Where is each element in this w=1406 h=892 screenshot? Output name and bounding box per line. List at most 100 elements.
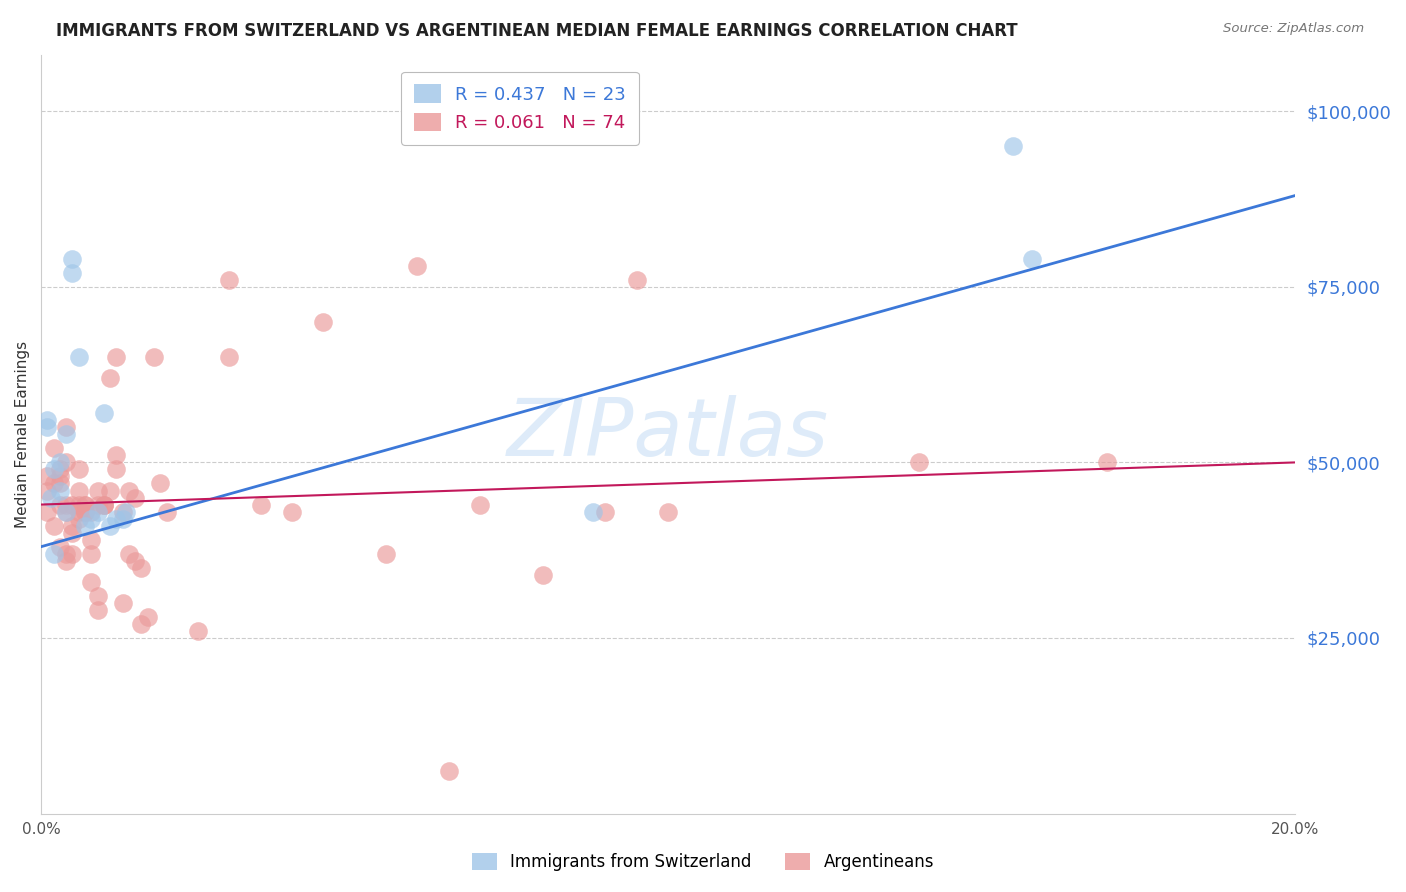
Point bbox=[105, 350, 128, 364]
Point bbox=[218, 273, 240, 287]
Point bbox=[86, 483, 108, 498]
Point bbox=[42, 462, 65, 476]
Point bbox=[93, 406, 115, 420]
Point bbox=[62, 252, 84, 266]
Point bbox=[86, 603, 108, 617]
Point bbox=[281, 505, 304, 519]
Point bbox=[118, 547, 141, 561]
Point bbox=[67, 350, 90, 364]
Point bbox=[73, 498, 96, 512]
Point bbox=[37, 505, 59, 519]
Point bbox=[55, 455, 77, 469]
Point bbox=[131, 616, 153, 631]
Point bbox=[67, 483, 90, 498]
Point bbox=[80, 505, 103, 519]
Point bbox=[55, 505, 77, 519]
Y-axis label: Median Female Earnings: Median Female Earnings bbox=[15, 341, 30, 528]
Point bbox=[98, 371, 121, 385]
Point bbox=[42, 442, 65, 456]
Point bbox=[55, 427, 77, 442]
Point bbox=[468, 498, 491, 512]
Point bbox=[437, 764, 460, 779]
Point bbox=[49, 476, 72, 491]
Point bbox=[582, 505, 605, 519]
Point bbox=[73, 518, 96, 533]
Point bbox=[155, 505, 177, 519]
Point bbox=[37, 413, 59, 427]
Point bbox=[105, 511, 128, 525]
Point bbox=[80, 547, 103, 561]
Point bbox=[42, 518, 65, 533]
Point bbox=[37, 469, 59, 483]
Point bbox=[80, 533, 103, 547]
Point bbox=[62, 498, 84, 512]
Point bbox=[49, 462, 72, 476]
Point bbox=[86, 589, 108, 603]
Point bbox=[62, 525, 84, 540]
Point bbox=[42, 547, 65, 561]
Point bbox=[531, 567, 554, 582]
Point bbox=[93, 498, 115, 512]
Point bbox=[49, 469, 72, 483]
Point bbox=[62, 266, 84, 280]
Point bbox=[312, 315, 335, 329]
Point bbox=[55, 505, 77, 519]
Point bbox=[1095, 455, 1118, 469]
Legend: Immigrants from Switzerland, Argentineans: Immigrants from Switzerland, Argentinean… bbox=[464, 845, 942, 880]
Point bbox=[98, 483, 121, 498]
Legend: R = 0.437   N = 23, R = 0.061   N = 74: R = 0.437 N = 23, R = 0.061 N = 74 bbox=[401, 71, 638, 145]
Point bbox=[93, 498, 115, 512]
Point bbox=[49, 498, 72, 512]
Point bbox=[86, 505, 108, 519]
Point bbox=[131, 560, 153, 574]
Point bbox=[124, 554, 146, 568]
Point bbox=[187, 624, 209, 638]
Point bbox=[114, 505, 136, 519]
Point bbox=[657, 505, 679, 519]
Point bbox=[111, 511, 134, 525]
Point bbox=[105, 449, 128, 463]
Point bbox=[80, 574, 103, 589]
Point bbox=[105, 462, 128, 476]
Text: ZIPatlas: ZIPatlas bbox=[508, 395, 830, 474]
Point bbox=[80, 511, 103, 525]
Point bbox=[49, 540, 72, 554]
Point bbox=[93, 498, 115, 512]
Point bbox=[62, 518, 84, 533]
Point bbox=[67, 505, 90, 519]
Text: Source: ZipAtlas.com: Source: ZipAtlas.com bbox=[1223, 22, 1364, 36]
Point bbox=[218, 350, 240, 364]
Point bbox=[908, 455, 931, 469]
Point bbox=[73, 505, 96, 519]
Point bbox=[67, 498, 90, 512]
Point bbox=[55, 554, 77, 568]
Point bbox=[62, 547, 84, 561]
Point bbox=[118, 483, 141, 498]
Point bbox=[111, 596, 134, 610]
Point bbox=[73, 498, 96, 512]
Point bbox=[39, 491, 62, 505]
Point bbox=[42, 476, 65, 491]
Point bbox=[67, 462, 90, 476]
Point bbox=[55, 420, 77, 434]
Point bbox=[406, 259, 429, 273]
Point bbox=[73, 505, 96, 519]
Point bbox=[1021, 252, 1043, 266]
Point bbox=[136, 610, 159, 624]
Point bbox=[37, 420, 59, 434]
Point bbox=[67, 511, 90, 525]
Point bbox=[1001, 139, 1024, 153]
Point bbox=[143, 350, 166, 364]
Point bbox=[98, 518, 121, 533]
Point bbox=[37, 483, 59, 498]
Point bbox=[55, 547, 77, 561]
Point bbox=[249, 498, 271, 512]
Point bbox=[374, 547, 396, 561]
Point bbox=[49, 455, 72, 469]
Point bbox=[124, 491, 146, 505]
Point bbox=[149, 476, 172, 491]
Point bbox=[49, 483, 72, 498]
Point bbox=[595, 505, 617, 519]
Point bbox=[626, 273, 648, 287]
Text: IMMIGRANTS FROM SWITZERLAND VS ARGENTINEAN MEDIAN FEMALE EARNINGS CORRELATION CH: IMMIGRANTS FROM SWITZERLAND VS ARGENTINE… bbox=[56, 22, 1018, 40]
